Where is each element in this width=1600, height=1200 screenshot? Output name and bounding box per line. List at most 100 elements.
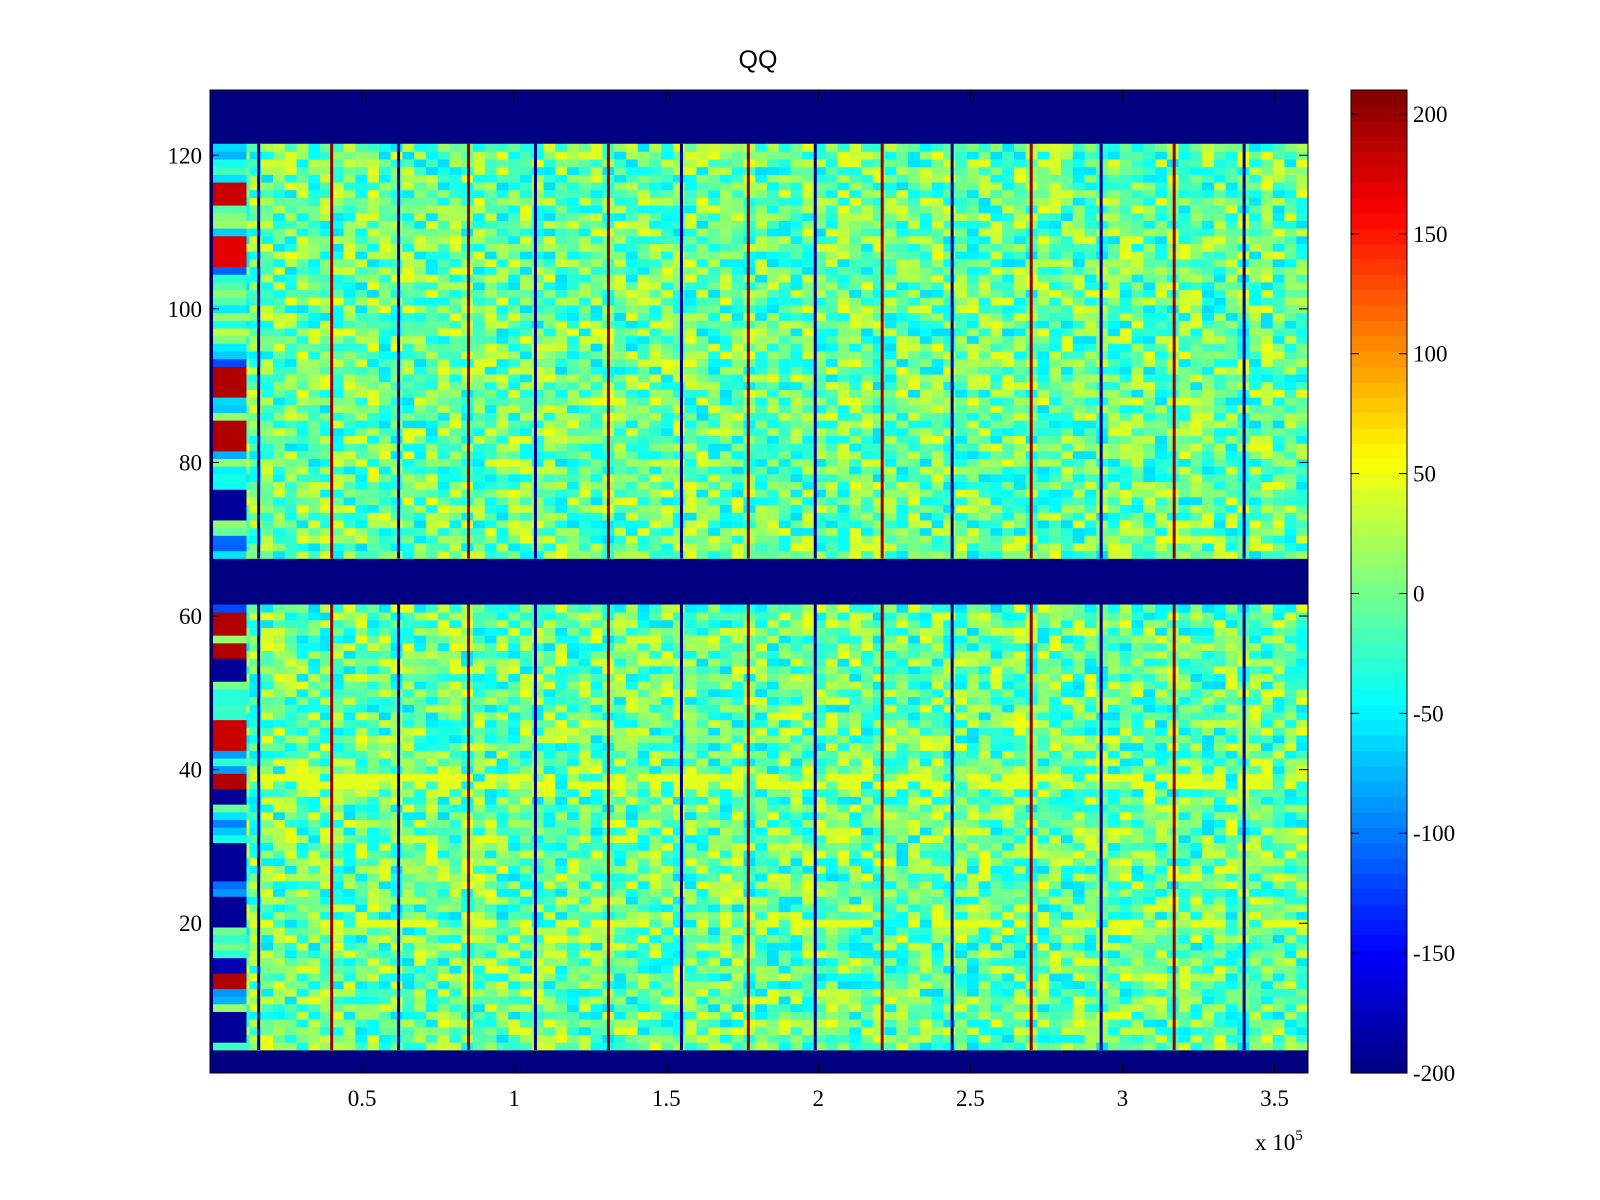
- heatmap-cell: [246, 665, 251, 675]
- heatmap-cell: [508, 881, 521, 890]
- heatmap-cell: [555, 712, 568, 721]
- heatmap-cell: [790, 773, 803, 782]
- heatmap-cell: [908, 665, 921, 675]
- heatmap-cell: [1178, 788, 1191, 797]
- heatmap-cell: [590, 1011, 603, 1020]
- heatmap-cell: [437, 842, 450, 851]
- heatmap-cell: [1284, 950, 1297, 959]
- heatmap-cell: [402, 1011, 415, 1020]
- heatmap-cell: [672, 796, 686, 805]
- heatmap-cell: [708, 696, 721, 705]
- heatmap-cell: [731, 973, 744, 982]
- heatmap-cell: [555, 965, 568, 974]
- heatmap-cell: [966, 842, 980, 851]
- heatmap-cell: [1013, 950, 1027, 959]
- heatmap-cell: [649, 811, 662, 820]
- heatmap-cell: [508, 742, 521, 751]
- heatmap-cell: [790, 673, 803, 682]
- heatmap-cell: [273, 635, 286, 644]
- heatmap-cell: [637, 1042, 650, 1051]
- heatmap-cell: [213, 1042, 247, 1051]
- heatmap-cell: [472, 781, 486, 790]
- heatmap-cell: [614, 773, 627, 782]
- heatmap-cell: [1296, 704, 1309, 713]
- heatmap-cell: [684, 650, 697, 659]
- heatmap-cell: [1296, 681, 1309, 690]
- heatmap-cell: [1013, 1034, 1027, 1043]
- heatmap-cell: [520, 934, 533, 943]
- heatmap-cell: [378, 804, 392, 813]
- heatmap-cell: [567, 742, 580, 751]
- heatmap-cell: [1272, 750, 1285, 759]
- heatmap-cell: [931, 934, 944, 943]
- heatmap-cell: [1131, 665, 1144, 675]
- heatmap-cell: [825, 919, 839, 928]
- heatmap-cell: [249, 627, 262, 636]
- heatmap-cell: [1002, 865, 1015, 874]
- heatmap-cell: [520, 758, 533, 767]
- heatmap-cell: [790, 934, 803, 943]
- heatmap-cell: [1108, 942, 1121, 951]
- heatmap-cell: [578, 689, 592, 698]
- heatmap-cell: [472, 712, 486, 721]
- heatmap-cell: [767, 1034, 780, 1043]
- heatmap-cell: [1178, 904, 1191, 913]
- heatmap-cell: [437, 911, 450, 920]
- heatmap-cell: [496, 934, 509, 943]
- heatmap-cell: [1155, 1019, 1168, 1028]
- heatmap-cell: [1284, 689, 1297, 698]
- heatmap-cell: [943, 796, 956, 805]
- heatmap-cell: [296, 719, 309, 728]
- heatmap-cell: [578, 758, 592, 767]
- heatmap-cell: [508, 904, 521, 913]
- heatmap-cell: [625, 742, 639, 751]
- heatmap-cell: [908, 712, 921, 721]
- heatmap-cell: [1131, 1026, 1144, 1036]
- heatmap-cell: [213, 842, 247, 851]
- heatmap-cell: [296, 842, 309, 851]
- heatmap-cell: [814, 804, 827, 813]
- heatmap-cell: [284, 1026, 298, 1036]
- heatmap-cell: [284, 911, 298, 920]
- heatmap-cell: [755, 788, 768, 797]
- heatmap-cell: [273, 712, 286, 721]
- heatmap-cell: [990, 927, 1003, 936]
- heatmap-cell: [590, 658, 603, 667]
- heatmap-cell: [955, 842, 968, 851]
- heatmap-cell: [378, 1003, 392, 1012]
- heatmap-cell: [1296, 1019, 1309, 1028]
- heatmap-cell: [1296, 957, 1309, 966]
- heatmap-cell: [496, 712, 509, 721]
- heatmap-cell: [1061, 850, 1074, 859]
- heatmap-cell: [767, 742, 780, 751]
- heatmap-cell: [1202, 704, 1215, 713]
- heatmap-cell: [790, 658, 803, 667]
- heatmap-cell: [1002, 696, 1015, 705]
- heatmap-cell: [943, 1026, 956, 1036]
- heatmap-cell: [296, 873, 309, 882]
- heatmap-cell: [1296, 650, 1309, 659]
- heatmap-cell: [767, 1042, 780, 1051]
- heatmap-cell: [402, 650, 415, 659]
- heatmap-cell: [508, 796, 521, 805]
- heatmap-cell: [449, 957, 462, 966]
- heatmap-cell: [261, 773, 274, 782]
- heatmap-cell: [508, 819, 521, 828]
- heatmap-cell: [814, 934, 827, 943]
- heatmap-cell: [449, 673, 462, 682]
- heatmap-cell: [308, 842, 321, 851]
- heatmap-cell: [273, 1034, 286, 1043]
- heatmap-cell: [246, 857, 251, 867]
- heatmap-cell: [825, 665, 839, 675]
- heatmap-cell: [402, 658, 415, 667]
- heatmap-cell: [1260, 665, 1274, 675]
- heatmap-cell: [1213, 665, 1227, 675]
- heatmap-cell: [1143, 719, 1156, 728]
- heatmap-cell: [390, 658, 403, 667]
- heatmap-cell: [790, 750, 803, 759]
- heatmap-cell: [637, 911, 650, 920]
- heatmap-cell: [708, 1019, 721, 1028]
- heatmap-cell: [246, 834, 251, 844]
- heatmap-cell: [320, 950, 333, 959]
- heatmap-cell: [1260, 1019, 1274, 1028]
